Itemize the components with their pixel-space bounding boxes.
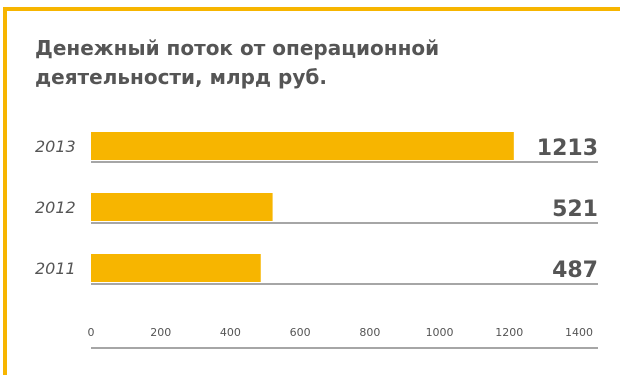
- x-tick-label-1200: 1200: [495, 326, 523, 339]
- category-label-2013: 2013: [35, 137, 76, 156]
- category-label-2011: 2011: [35, 259, 76, 278]
- chart-title: Денежный поток от операционной деятельно…: [35, 36, 440, 89]
- bar-2011: [91, 254, 261, 282]
- value-label-2013: 1213: [537, 136, 598, 161]
- value-label-2012: 521: [552, 197, 598, 222]
- bar-2012: [91, 193, 273, 221]
- x-tick-label-600: 600: [290, 326, 311, 339]
- bar-2013: [91, 132, 514, 160]
- x-tick-label-0: 0: [88, 326, 95, 339]
- x-tick-label-200: 200: [150, 326, 171, 339]
- x-tick-label-1400: 1400: [565, 326, 593, 339]
- x-tick-label-400: 400: [220, 326, 241, 339]
- value-label-2011: 487: [552, 258, 598, 283]
- x-tick-label-800: 800: [359, 326, 380, 339]
- category-label-2012: 2012: [35, 198, 76, 217]
- card-accent-border: [3, 7, 620, 375]
- x-tick-label-1000: 1000: [426, 326, 454, 339]
